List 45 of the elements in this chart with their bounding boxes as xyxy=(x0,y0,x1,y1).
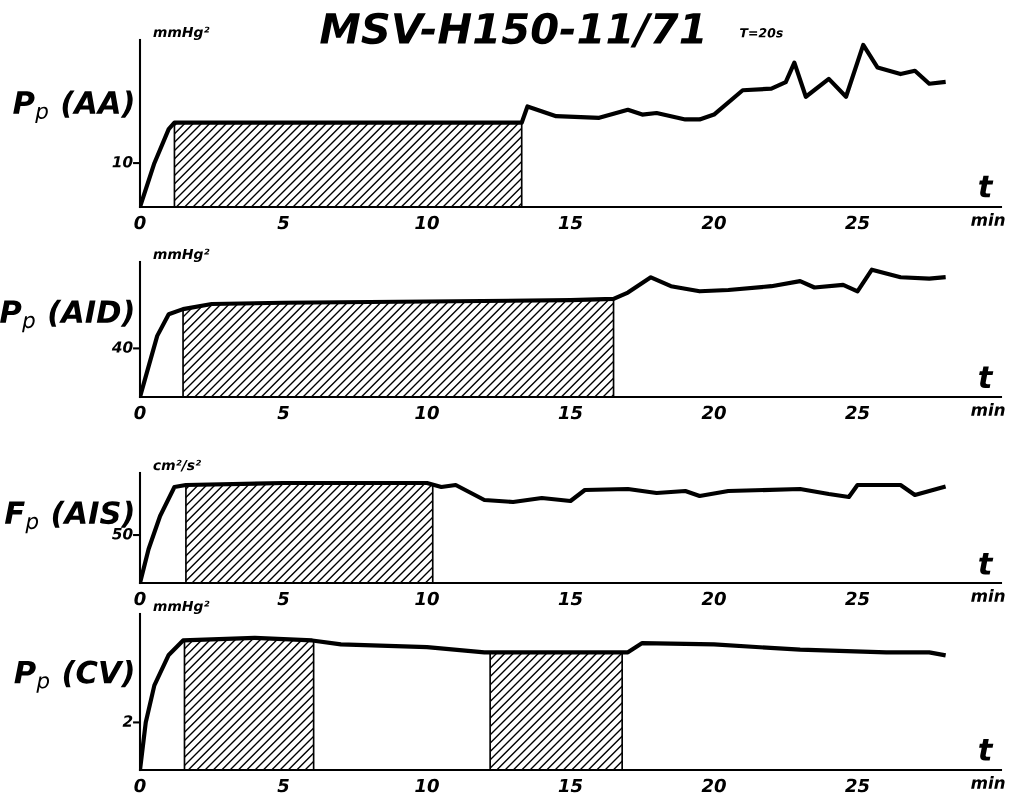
text: mmHg² xyxy=(153,248,210,262)
x-tick-label: 10 xyxy=(415,591,439,606)
x-tick-label: 15 xyxy=(558,405,583,420)
x-tick-label: 25 xyxy=(845,405,870,420)
text: mmHg² xyxy=(153,600,210,614)
x-tick-label: 5 xyxy=(277,778,289,793)
x-tick-label: 20 xyxy=(701,405,726,420)
text: 50 xyxy=(112,527,133,540)
x-axis-title: min xyxy=(971,589,1005,602)
x-tick-label: 5 xyxy=(277,591,289,606)
text: mmHg² xyxy=(153,26,210,40)
x-tick-label: 5 xyxy=(277,405,289,420)
x-tick-label: 15 xyxy=(558,778,583,793)
annotation: t xyxy=(979,175,994,198)
text: 40 xyxy=(111,341,133,353)
annotation: t xyxy=(979,366,994,388)
x-tick-label: 0 xyxy=(134,405,146,420)
x-tick-label: 25 xyxy=(845,591,870,606)
x-tick-label: 10 xyxy=(415,215,439,230)
y-axis-title: P$_{p}$ (AA) xyxy=(13,90,133,124)
x-tick-label: 5 xyxy=(277,215,289,230)
chart-subtitle: T=20s xyxy=(740,28,783,38)
y-axis-title: P$_{p}$ (AID) xyxy=(0,299,133,333)
x-tick-label: 20 xyxy=(701,215,726,230)
annotation: t xyxy=(979,739,994,761)
x-tick-label: 15 xyxy=(558,591,583,606)
x-tick-label: 25 xyxy=(845,778,870,793)
y-axis-title: P$_{p}$ (CV) xyxy=(14,660,133,693)
x-tick-label: 0 xyxy=(134,215,146,230)
x-tick-label: 0 xyxy=(134,778,146,793)
text: 10 xyxy=(112,155,133,168)
x-tick-label: 0 xyxy=(134,591,146,606)
text: 2 xyxy=(122,715,133,727)
x-tick-label: 10 xyxy=(415,405,439,420)
annotation: t xyxy=(979,552,994,575)
text: cm²/s² xyxy=(153,459,202,472)
x-tick-label: 15 xyxy=(558,215,583,230)
x-axis-title: min xyxy=(971,776,1005,789)
x-tick-label: 20 xyxy=(701,591,726,606)
x-axis-title: min xyxy=(971,213,1005,226)
x-axis-title: min xyxy=(971,403,1005,416)
x-tick-label: 20 xyxy=(701,778,726,793)
x-tick-label: 25 xyxy=(845,215,870,230)
chart-title: MSV-H150-11/71 xyxy=(320,12,703,48)
x-tick-label: 10 xyxy=(415,778,439,793)
